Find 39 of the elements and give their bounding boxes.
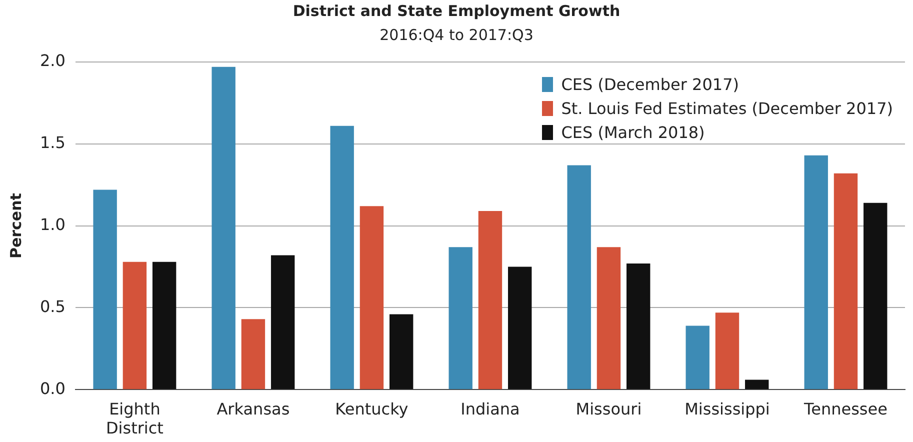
x-tick-label: Missouri: [576, 399, 642, 418]
y-tick-label: 0.5: [40, 296, 66, 316]
legend-label: CES (March 2018): [561, 122, 705, 142]
bar: [360, 206, 384, 390]
bar: [448, 247, 472, 390]
bar: [478, 211, 502, 390]
bar: [212, 66, 236, 390]
bar: [241, 319, 266, 390]
chart-subtitle: 2016:Q4 to 2017:Q3: [378, 26, 534, 44]
x-tick-label: Arkansas: [216, 399, 290, 418]
x-tick-label: Indiana: [460, 399, 520, 418]
bar: [330, 126, 354, 390]
bar: [804, 155, 828, 390]
bar: [389, 314, 414, 390]
bar: [834, 173, 858, 390]
x-tick-label: Tennessee: [803, 399, 888, 418]
bar: [715, 312, 740, 390]
bar: [508, 266, 532, 390]
bar: [745, 380, 769, 390]
bar: [93, 190, 117, 390]
y-tick-label: 0.0: [40, 378, 66, 398]
x-tick-label: Eighth District: [106, 399, 164, 438]
bar: [686, 326, 710, 390]
bar: [122, 262, 147, 390]
y-axis-title: Percent: [6, 193, 25, 259]
y-tick-label: 1.5: [40, 133, 66, 152]
y-tick-label: 1.0: [40, 214, 66, 234]
legend-label: CES (December 2017): [561, 74, 739, 94]
chart-title: District and State Employment Growth: [292, 2, 622, 20]
bar: [864, 202, 888, 390]
bar: [596, 247, 621, 390]
legend-label: St. Louis Fed Estimates (December 2017): [561, 98, 893, 118]
y-tick-label: 2.0: [40, 51, 66, 70]
bar: [270, 255, 295, 390]
x-tick-label: Kentucky: [335, 399, 408, 418]
x-tick-label: Mississippi: [684, 399, 770, 418]
bar: [626, 263, 650, 390]
bar: [567, 165, 591, 390]
bar: [152, 262, 176, 390]
